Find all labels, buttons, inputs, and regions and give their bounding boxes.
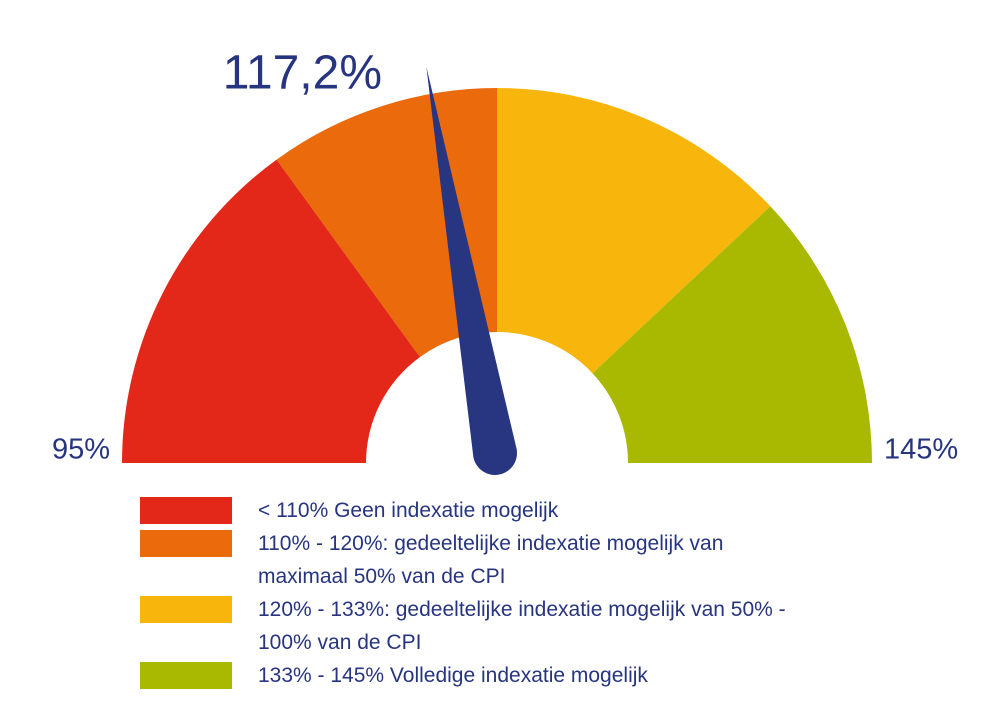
gauge-band — [497, 88, 771, 374]
legend-swatch — [140, 596, 232, 623]
gauge-band — [122, 159, 421, 463]
legend: < 110% Geen indexatie mogelijk 110% - 120… — [140, 494, 840, 692]
legend-item: 110% - 120%: gedeeltelijke indexatie mog… — [140, 527, 840, 593]
needle — [426, 67, 517, 475]
legend-swatch — [140, 530, 232, 557]
legend-label: 110% - 120%: gedeeltelijke indexatie mog… — [258, 532, 724, 588]
tick-label: 145% — [884, 434, 958, 466]
legend-swatch — [140, 662, 232, 689]
gauge: 95% 145% 117,2% — [52, 47, 958, 475]
legend-label: 133% - 145% Volledige indexatie mogelijk — [258, 664, 648, 687]
gauge-band — [592, 206, 872, 463]
legend-item: 120% - 133%: gedeeltelijke indexatie mog… — [140, 593, 840, 659]
legend-swatch — [140, 497, 232, 524]
legend-label: < 110% Geen indexatie mogelijk — [258, 499, 559, 522]
legend-item: 133% - 145% Volledige indexatie mogelijk — [140, 659, 840, 692]
legend-item: < 110% Geen indexatie mogelijk — [140, 494, 840, 527]
value-label: 117,2% — [223, 47, 382, 100]
tick-label: 95% — [52, 434, 110, 466]
legend-label: 120% - 133%: gedeeltelijke indexatie mog… — [258, 598, 786, 654]
